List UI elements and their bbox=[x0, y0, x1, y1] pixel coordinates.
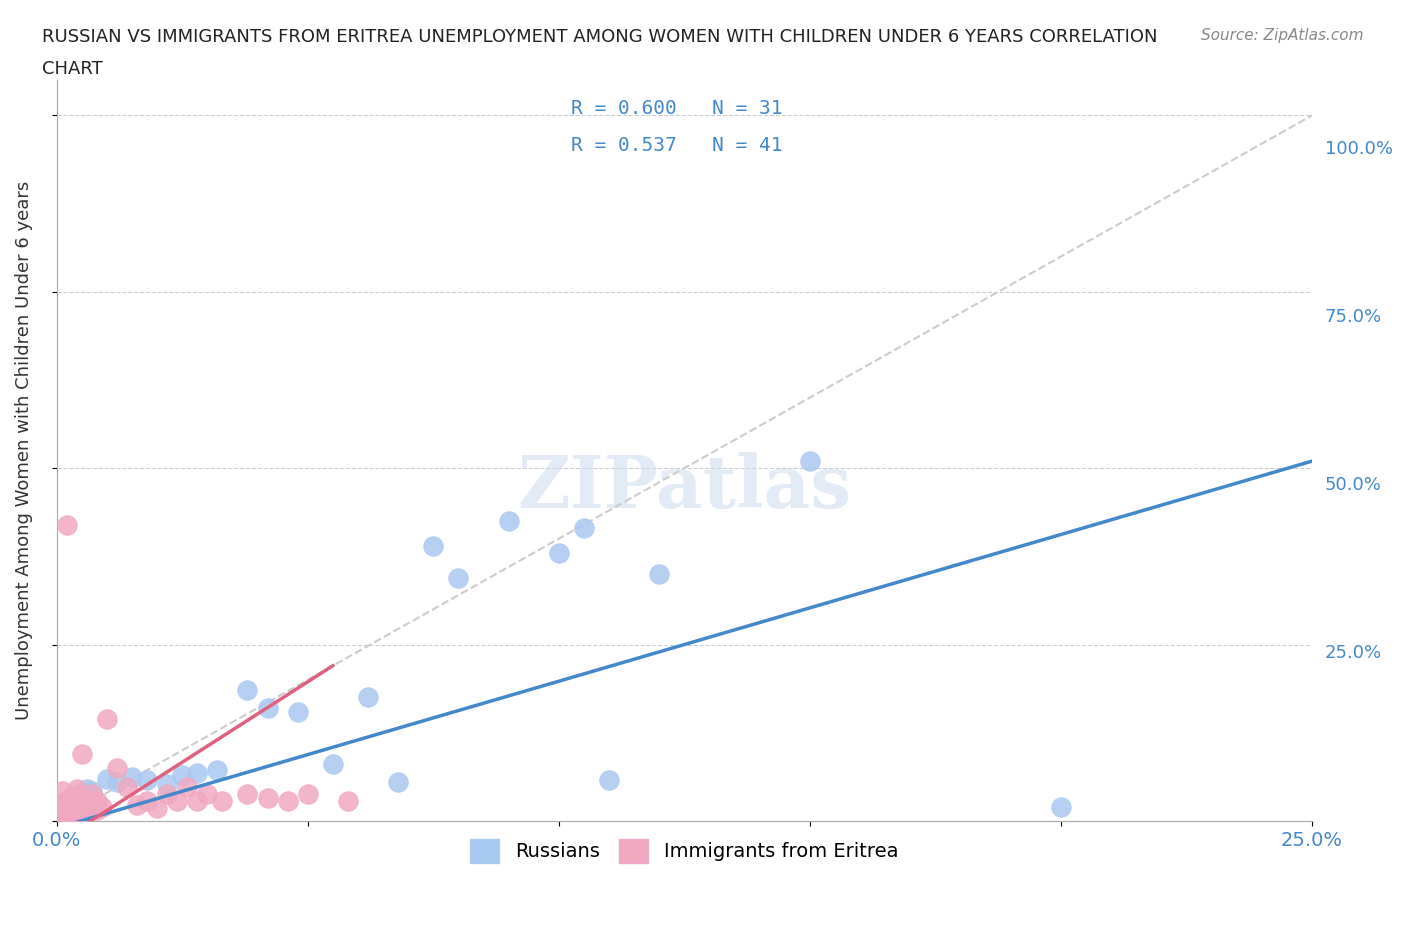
Point bbox=[236, 683, 259, 698]
Point bbox=[186, 793, 208, 808]
Point bbox=[598, 773, 620, 788]
Point bbox=[70, 785, 93, 800]
Point bbox=[799, 454, 821, 469]
Point bbox=[51, 796, 73, 811]
Y-axis label: Unemployment Among Women with Children Under 6 years: Unemployment Among Women with Children U… bbox=[15, 181, 32, 720]
Point bbox=[387, 775, 409, 790]
Point bbox=[55, 793, 77, 808]
Point bbox=[572, 521, 595, 536]
Point bbox=[96, 771, 118, 786]
Point bbox=[51, 796, 73, 811]
Point bbox=[60, 796, 83, 811]
Point bbox=[287, 704, 309, 719]
Point bbox=[60, 792, 83, 807]
Point bbox=[136, 773, 159, 788]
Point bbox=[80, 784, 103, 799]
Point bbox=[60, 806, 83, 821]
Point bbox=[66, 789, 89, 804]
Text: RUSSIAN VS IMMIGRANTS FROM ERITREA UNEMPLOYMENT AMONG WOMEN WITH CHILDREN UNDER : RUSSIAN VS IMMIGRANTS FROM ERITREA UNEMP… bbox=[42, 28, 1157, 46]
Point bbox=[1050, 800, 1073, 815]
Point bbox=[55, 803, 77, 817]
Text: CHART: CHART bbox=[42, 60, 103, 78]
Point bbox=[105, 761, 128, 776]
Point bbox=[45, 800, 67, 815]
Text: ZIPatlas: ZIPatlas bbox=[517, 452, 852, 523]
Point bbox=[256, 700, 278, 715]
Point bbox=[256, 790, 278, 805]
Point bbox=[60, 790, 83, 805]
Point bbox=[211, 793, 233, 808]
Point bbox=[76, 782, 98, 797]
Point bbox=[51, 784, 73, 799]
Point bbox=[80, 787, 103, 802]
Point bbox=[195, 787, 218, 802]
Point bbox=[66, 782, 89, 797]
Point bbox=[236, 787, 259, 802]
Point bbox=[447, 570, 470, 585]
Point bbox=[45, 798, 67, 813]
Point bbox=[322, 757, 344, 772]
Point bbox=[96, 711, 118, 726]
Point bbox=[55, 517, 77, 532]
Point bbox=[51, 808, 73, 823]
Point bbox=[277, 793, 299, 808]
Point bbox=[125, 798, 148, 813]
Point bbox=[70, 805, 93, 820]
Point bbox=[86, 793, 108, 808]
Point bbox=[66, 787, 89, 802]
Point bbox=[176, 779, 198, 794]
Legend: Russians, Immigrants from Eritrea: Russians, Immigrants from Eritrea bbox=[463, 831, 907, 870]
Point bbox=[105, 775, 128, 790]
Point bbox=[422, 538, 444, 553]
Point bbox=[297, 787, 319, 802]
Point bbox=[55, 793, 77, 808]
Text: 50.0%: 50.0% bbox=[1324, 476, 1382, 494]
Point bbox=[547, 545, 569, 560]
Point bbox=[186, 765, 208, 780]
Text: R = 0.537   N = 41: R = 0.537 N = 41 bbox=[571, 136, 783, 154]
Point bbox=[121, 770, 143, 785]
Text: 75.0%: 75.0% bbox=[1324, 308, 1382, 326]
Text: R = 0.600   N = 31: R = 0.600 N = 31 bbox=[571, 99, 783, 117]
Point bbox=[156, 787, 179, 802]
Point bbox=[55, 810, 77, 825]
Point bbox=[172, 767, 194, 782]
Point bbox=[357, 690, 380, 705]
Point bbox=[146, 801, 169, 816]
Point bbox=[207, 763, 229, 777]
Point bbox=[648, 566, 671, 581]
Text: 25.0%: 25.0% bbox=[1324, 644, 1382, 662]
Point bbox=[70, 747, 93, 762]
Point bbox=[66, 801, 89, 816]
Point bbox=[60, 789, 83, 804]
Point bbox=[80, 801, 103, 816]
Point bbox=[90, 800, 112, 815]
Point bbox=[498, 513, 520, 528]
Point bbox=[166, 793, 188, 808]
Text: Source: ZipAtlas.com: Source: ZipAtlas.com bbox=[1201, 28, 1364, 43]
Point bbox=[76, 798, 98, 813]
Point bbox=[336, 793, 359, 808]
Point bbox=[86, 803, 108, 817]
Text: 100.0%: 100.0% bbox=[1324, 140, 1393, 158]
Point bbox=[76, 793, 98, 808]
Point bbox=[136, 793, 159, 808]
Point bbox=[115, 779, 138, 794]
Point bbox=[156, 777, 179, 791]
